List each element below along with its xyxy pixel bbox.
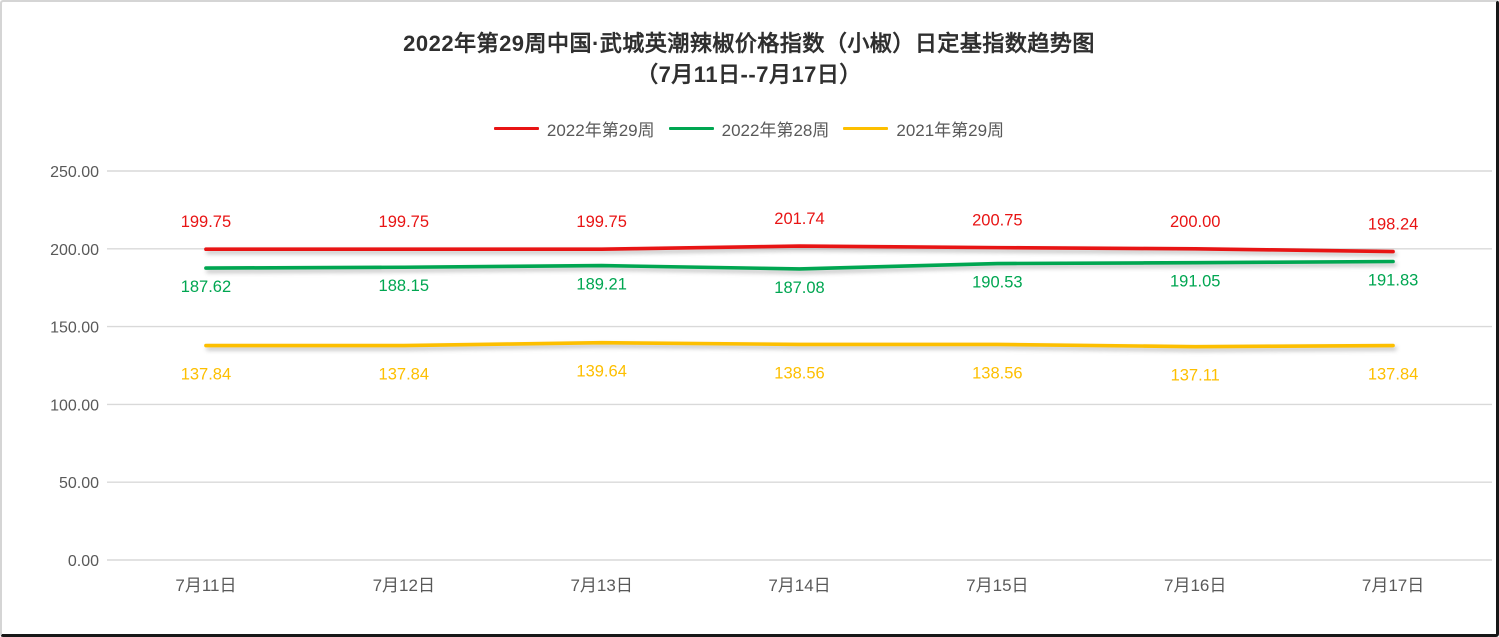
y-axis-tick-label: 0.00 (68, 553, 99, 570)
data-label-1-3: 187.08 (774, 279, 824, 297)
legend-swatch-icon (843, 127, 889, 130)
series-line-1 (204, 259, 1395, 271)
data-label-2-4: 138.56 (972, 364, 1022, 382)
legend-swatch-icon (668, 127, 714, 130)
y-axis-tick-label: 100.00 (50, 397, 99, 414)
y-axis-tick-label: 150.00 (50, 320, 99, 337)
data-label-1-5: 191.05 (1170, 273, 1220, 291)
data-label-1-2: 189.21 (576, 276, 626, 294)
legend-item-1: 2022年第28周 (668, 116, 830, 141)
data-label-2-3: 138.56 (774, 364, 824, 382)
x-axis-tick-label: 7月12日 (373, 576, 435, 595)
data-label-0-3: 201.74 (774, 210, 824, 228)
legend-label: 2022年第28周 (721, 121, 830, 140)
data-label-1-0: 187.62 (181, 278, 231, 296)
x-axis-tick-label: 7月14日 (768, 576, 830, 595)
data-label-0-2: 199.75 (576, 213, 626, 231)
data-label-2-2: 139.64 (576, 363, 626, 381)
chart-title: 2022年第29周中国·武城英潮辣椒价格指数（小椒）日定基指数趋势图 （7月11… (2, 28, 1496, 90)
data-label-2-1: 137.84 (379, 366, 429, 384)
x-axis-tick-label: 7月17日 (1362, 576, 1424, 595)
y-axis-tick-label: 50.00 (59, 475, 99, 492)
legend-label: 2022年第29周 (546, 121, 655, 140)
series-line-2 (204, 340, 1395, 349)
x-axis-tick-label: 7月13日 (570, 576, 632, 595)
legend-item-0: 2022年第29周 (493, 116, 655, 141)
chart-title-line2: （7月11日--7月17日） (636, 62, 862, 87)
data-label-2-6: 137.84 (1368, 366, 1418, 384)
data-label-1-4: 190.53 (972, 274, 1022, 292)
chart-title-line1: 2022年第29周中国·武城英潮辣椒价格指数（小椒）日定基指数趋势图 (403, 31, 1095, 56)
legend-swatch-icon (493, 127, 539, 130)
data-label-0-6: 198.24 (1368, 216, 1418, 234)
x-axis-tick-label: 7月11日 (175, 576, 236, 595)
y-axis-tick-label: 250.00 (50, 164, 99, 181)
data-label-0-0: 199.75 (181, 213, 231, 231)
x-axis-tick-label: 7月16日 (1164, 576, 1226, 595)
data-label-0-5: 200.00 (1170, 213, 1220, 231)
data-label-1-1: 188.15 (379, 277, 429, 295)
data-label-0-1: 199.75 (379, 213, 429, 231)
legend-label: 2021年第29周 (896, 121, 1005, 140)
legend: 2022年第29周 2022年第28周 2021年第29周 (2, 116, 1496, 141)
legend-item-2: 2021年第29周 (843, 116, 1004, 141)
x-axis-tick-label: 7月15日 (966, 576, 1028, 595)
data-label-2-5: 137.11 (1171, 367, 1220, 385)
series-line-0 (204, 244, 1395, 254)
y-axis-tick-label: 200.00 (50, 242, 99, 259)
data-label-2-0: 137.84 (181, 366, 231, 384)
data-label-0-4: 200.75 (972, 212, 1022, 230)
data-label-1-6: 191.83 (1368, 272, 1418, 290)
